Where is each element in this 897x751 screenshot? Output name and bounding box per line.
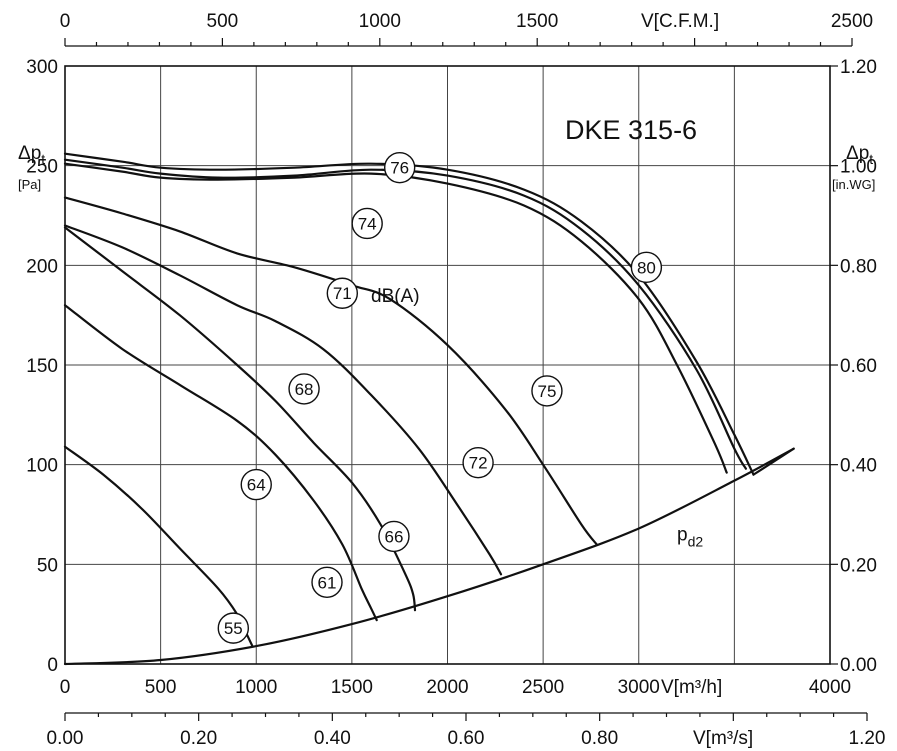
extra-tick-label: 1.20 <box>849 728 886 749</box>
bottom-tick-label: 2000 <box>426 677 468 698</box>
bottom-tick-label: 1500 <box>331 677 373 698</box>
sound-level-marker-72 <box>462 446 494 479</box>
right-axis-title-main: Δp <box>846 143 869 164</box>
performance-curve-7 <box>63 304 378 622</box>
sound-level-label-68: 68 <box>295 380 314 399</box>
extra-bottom-axis: 0.00 0.20 0.40 0.60 0.80 1.20 <box>47 712 886 749</box>
sound-level-marker-55 <box>217 612 250 644</box>
unit-annotation: dB(A) <box>371 286 420 307</box>
system-curve-label: pd2 <box>677 524 703 549</box>
left-tick-label: 250 <box>26 157 58 178</box>
sound-level-marker-61 <box>311 566 343 598</box>
left-tick-label: 150 <box>26 356 58 377</box>
sound-level-marker-64 <box>240 468 272 501</box>
grid <box>65 66 830 664</box>
performance-curve-5 <box>63 224 503 576</box>
right-tick-label: 0.80 <box>840 256 877 277</box>
performance-curve-1 <box>63 152 755 476</box>
top-tick-label: 2500 <box>831 11 873 32</box>
right-tick-label: 1.00 <box>840 157 877 178</box>
sound-level-marker-68 <box>288 373 320 405</box>
sound-level-marker-75 <box>531 375 563 407</box>
sound-level-label-74: 74 <box>358 214 377 233</box>
bottom-tick-label: 500 <box>145 677 177 698</box>
system-curve-label-main: p <box>677 524 688 545</box>
extra-axis-title: V[m³/s] <box>693 728 753 749</box>
bottom-axis: 0 500 1000 1500 2000 2500 3000 4000 <box>60 677 851 698</box>
performance-curve-2 <box>63 158 747 470</box>
sound-level-label-64: 64 <box>247 476 266 495</box>
extra-tick-label: 0.00 <box>47 728 84 749</box>
sound-level-label-80: 80 <box>637 258 656 277</box>
extra-tick-label: 0.80 <box>581 728 618 749</box>
right-tick-label: 1.20 <box>840 57 877 78</box>
bottom-tick-label: 4000 <box>809 677 851 698</box>
chart-title: DKE 315-6 <box>565 115 697 145</box>
left-axis-title-main: Δp <box>18 143 41 164</box>
right-axis-title-sub: t <box>869 151 873 167</box>
right-axis: 0.00 0.20 0.40 0.60 0.80 1.00 1.20 <box>830 57 877 676</box>
right-tick-label: 0.60 <box>840 356 877 377</box>
sound-level-label-72: 72 <box>469 454 488 473</box>
top-tick-label: 500 <box>207 11 239 32</box>
performance-curve-6 <box>63 226 417 612</box>
performance-curve-3 <box>63 162 728 474</box>
system-curve-label-sub: d2 <box>688 533 704 549</box>
sound-level-label-61: 61 <box>318 573 337 592</box>
left-tick-label: 100 <box>26 456 58 477</box>
top-tick-label: 1000 <box>359 11 401 32</box>
bottom-tick-label: 0 <box>60 677 71 698</box>
sound-level-label-75: 75 <box>537 382 556 401</box>
right-tick-label: 0.00 <box>840 655 877 676</box>
extra-tick-label: 0.40 <box>314 728 351 749</box>
top-tick-label: 1500 <box>516 11 558 32</box>
system-curve <box>63 447 795 666</box>
sound-level-label-66: 66 <box>384 527 403 546</box>
right-tick-label: 0.40 <box>840 456 877 477</box>
right-axis-unit: [in.WG] <box>832 177 875 192</box>
bottom-tick-label: 3000 <box>618 677 660 698</box>
left-axis-title: Δpt <box>18 143 45 167</box>
right-tick-label: 0.20 <box>840 555 877 576</box>
sound-level-label-55: 55 <box>224 619 243 638</box>
top-axis-title: V[C.F.M.] <box>641 11 719 32</box>
left-tick-label: 0 <box>47 655 58 676</box>
sound-level-marker-74 <box>351 207 383 240</box>
extra-tick-label: 0.60 <box>448 728 485 749</box>
bottom-tick-label: 1000 <box>235 677 277 698</box>
left-axis: 0 50 100 150 200 250 300 <box>26 57 58 676</box>
sound-level-label-76: 76 <box>390 159 409 178</box>
sound-level-markers: 76 80 74 71 75 68 72 64 66 61 55 dB(A) <box>217 151 663 644</box>
sound-level-marker-71 <box>326 277 359 309</box>
system-curve-group: pd2 <box>63 447 795 666</box>
curve-end-connector <box>752 447 795 476</box>
sound-level-label-71: 71 <box>333 284 352 303</box>
right-axis-title: Δpt <box>846 143 873 167</box>
bottom-tick-label: 2500 <box>522 677 564 698</box>
left-axis-unit: [Pa] <box>18 177 41 192</box>
sound-level-marker-76 <box>383 151 416 184</box>
left-tick-label: 200 <box>26 256 58 277</box>
top-axis: 0 500 1000 1500 2500 <box>60 11 873 47</box>
performance-curves <box>63 152 755 648</box>
bottom-axis-title: V[m³/h] <box>661 677 722 698</box>
top-tick-label: 0 <box>60 11 71 32</box>
left-axis-title-sub: t <box>41 151 45 167</box>
performance-curve-4 <box>63 196 598 546</box>
sound-level-marker-66 <box>378 520 410 553</box>
sound-level-marker-80 <box>630 251 663 284</box>
left-tick-label: 300 <box>26 57 58 78</box>
extra-tick-label: 0.20 <box>180 728 217 749</box>
left-tick-label: 50 <box>37 555 58 576</box>
